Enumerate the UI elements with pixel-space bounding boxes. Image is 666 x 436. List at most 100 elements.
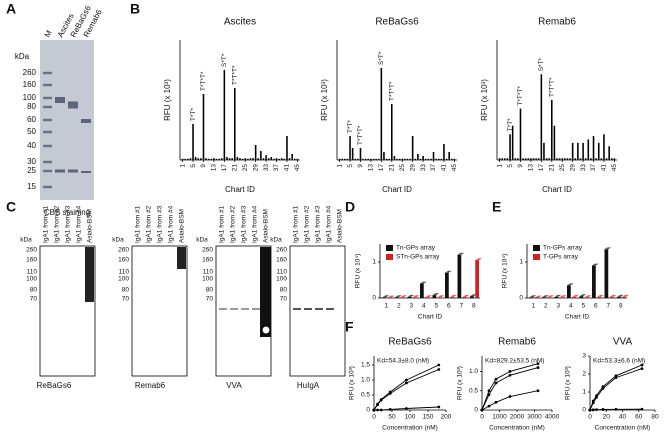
y-tick-label: 1.0 [361,377,370,384]
bar [197,158,200,160]
marker-label: 160 [202,257,213,264]
marker-label: 100 [202,276,213,283]
marker-label: 100 [118,276,129,283]
bar [603,134,605,160]
marker-label: 110 [119,269,130,276]
x-tick-label: 25 [242,164,249,172]
bar [532,158,535,160]
bar [437,297,442,298]
bar [540,74,543,160]
bar [404,158,406,160]
lane-label: IgA1 from #3 [315,205,322,243]
y-tick-label: 0.5 [469,387,478,394]
bar [344,158,346,160]
bar-top [457,252,465,255]
bar-top [547,295,554,298]
bar [451,158,453,160]
y-tick-label: 1 [582,389,586,396]
point [379,408,383,412]
bar [424,158,427,160]
kd-annotation: Kd=54.3±8.0 (nM) [377,358,429,365]
x-tick-label: 2000 [510,414,525,421]
bar [341,158,343,160]
bar [247,158,249,160]
bar-top [382,295,390,298]
marker-label: 80 [30,287,38,294]
legend-label: STn-GPs array [396,254,440,261]
point [372,408,376,412]
bar [419,158,422,160]
y-axis-label: RFU (x 10³) [163,79,172,121]
bar [396,158,398,160]
bar [273,158,275,160]
blot-caption: ReBaGs6 [37,381,72,390]
bar [537,158,540,160]
bar [561,158,563,160]
bar [357,158,359,160]
band [326,308,334,310]
point [640,407,644,411]
marker-label: 160 [23,80,37,89]
bar [509,134,511,160]
marker-label: 160 [118,257,129,264]
bar-top [592,263,599,266]
legend-swatch [533,254,540,260]
band [252,308,260,310]
point [388,392,392,395]
bar [359,148,362,160]
bar [617,296,621,298]
y-tick-label: 0 [366,407,370,414]
y-axis-label: RFU (x 10³) [480,79,489,121]
lane-label: IgA1 from #4 [326,205,333,243]
marker-label: 100 [276,276,287,283]
bar-top [400,295,407,298]
x-tick-label: 1 [336,164,343,168]
point [601,408,605,411]
y-axis-label: RFU (x 10⁴) [355,254,362,289]
bar [529,297,534,298]
marker-label: 110 [203,269,214,276]
marker-label: 50 [27,127,36,136]
point [508,395,512,398]
marker-label: 260 [118,247,129,254]
bar [587,139,590,160]
bar [545,158,548,160]
x-tick-label: 1 [384,303,388,310]
bar [401,158,403,160]
lane-label: IgA1 from #4 [252,205,259,243]
lane-label: IgA1 from #2 [304,205,311,243]
y-tick-label: 0 [474,407,478,414]
marker-label: 80 [206,287,214,294]
bar [184,158,186,160]
band [219,308,227,310]
bar [514,158,517,160]
bar [556,158,558,160]
bar [400,297,404,298]
bar [210,158,213,160]
bar [385,158,388,160]
point [376,403,379,406]
bar-top [470,294,477,297]
bar-annotation: T*T*T* [232,65,239,85]
x-tick-label: 13 [211,164,218,172]
bar [462,296,467,298]
x-tick-label: 4 [422,303,426,310]
bar [440,158,443,160]
bar [382,297,387,298]
point [487,404,491,408]
marker-label: 110 [27,269,38,276]
smear [260,247,271,337]
y-tick-label: 0 [582,407,586,414]
y-tick-label: 0 [372,295,376,302]
band [293,308,301,310]
bar [412,297,417,298]
bar [566,158,569,160]
marker-band [43,105,52,109]
point [508,373,512,377]
marker-label: 100 [23,93,37,102]
marker-band [43,130,52,134]
lane-label: M [43,29,54,39]
bar [432,295,437,298]
x-tick-label: 33 [420,164,427,172]
